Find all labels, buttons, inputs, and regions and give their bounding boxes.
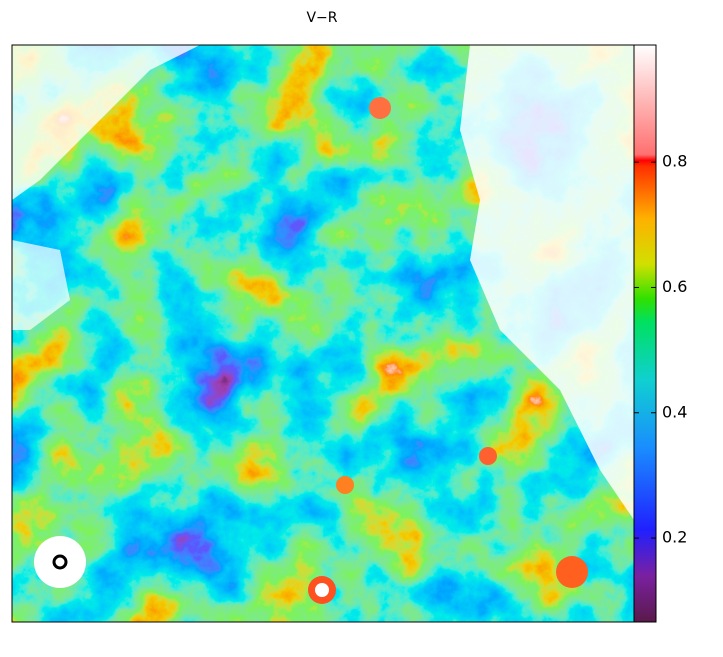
image xyxy=(12,45,634,622)
colorbar xyxy=(633,44,657,623)
blank-region xyxy=(12,45,200,200)
star-core xyxy=(52,554,68,570)
colorbar-tick-label: 0.4 xyxy=(662,402,687,421)
blank-region xyxy=(12,240,70,330)
star xyxy=(369,97,391,119)
colorbar-tick-label: 0.8 xyxy=(662,152,687,171)
colorbar-tick-label: 0.2 xyxy=(662,528,687,547)
colorbar-tick-label: 0.6 xyxy=(662,277,687,296)
star xyxy=(34,536,86,588)
star xyxy=(479,447,497,465)
star xyxy=(336,476,354,494)
star xyxy=(556,556,588,588)
star-core xyxy=(315,583,329,597)
chart-title: V−R xyxy=(306,10,337,26)
blank-region xyxy=(460,45,634,520)
